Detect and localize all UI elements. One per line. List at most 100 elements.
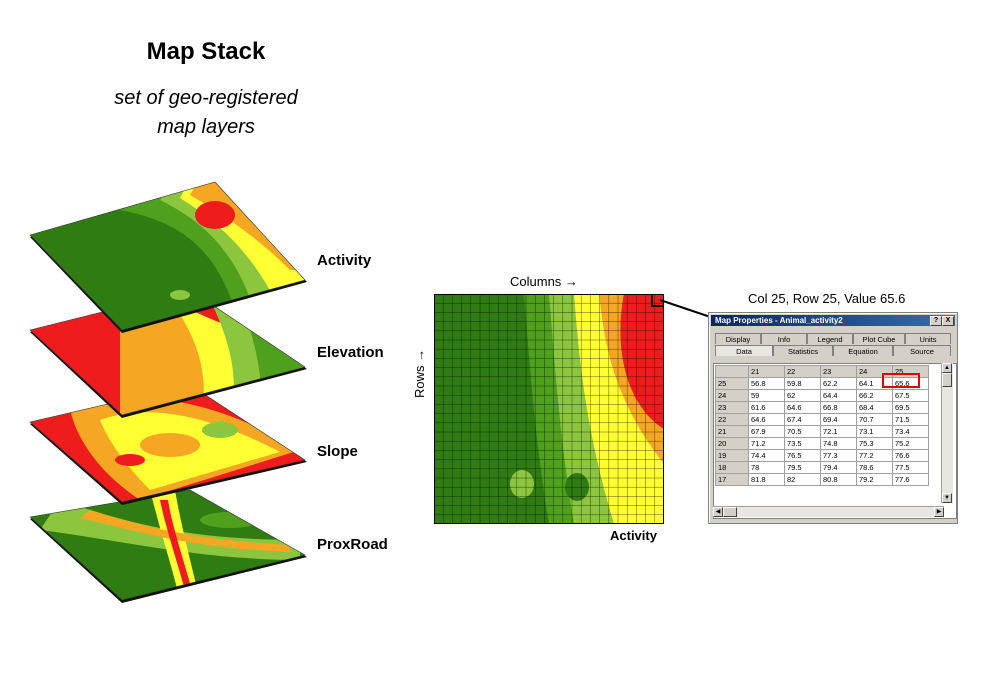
table-cell[interactable]: 79.4 (820, 461, 857, 474)
row-header[interactable]: 22 (715, 413, 749, 426)
row-header[interactable]: 21 (715, 425, 749, 438)
table-cell[interactable]: 67.9 (748, 425, 785, 438)
scroll-h-thumb[interactable] (723, 507, 737, 517)
row-header[interactable]: 17 (715, 473, 749, 486)
table-row: 23 61.6 64.6 66.8 68.4 69.5 (715, 401, 929, 414)
table-cell[interactable]: 67.4 (784, 413, 821, 426)
table-cell[interactable]: 67.5 (892, 389, 929, 402)
row-header[interactable]: 23 (715, 401, 749, 414)
page-subtitle: set of geo-registered map layers (70, 84, 342, 142)
table-cell[interactable]: 59.8 (784, 377, 821, 390)
table-row: 20 71.2 73.5 74.8 75.3 75.2 (715, 437, 929, 450)
table-cell[interactable]: 77.5 (892, 461, 929, 474)
table-cell[interactable]: 80.8 (820, 473, 857, 486)
tab-source[interactable]: Source (893, 345, 951, 356)
layer-label-slope: Slope (317, 443, 358, 460)
cell-readout: Col 25, Row 25, Value 65.6 (748, 291, 906, 306)
table-cell[interactable]: 78.6 (856, 461, 893, 474)
vertical-scrollbar[interactable]: ▲ ▼ (941, 363, 953, 503)
table-row: 19 74.4 76.5 77.3 77.2 76.6 (715, 449, 929, 462)
table-cell[interactable]: 73.1 (856, 425, 893, 438)
table-cell[interactable]: 71.2 (748, 437, 785, 450)
table-header-row: 21 22 23 24 25 (715, 365, 929, 378)
table-cell[interactable]: 59 (748, 389, 785, 402)
scroll-up-icon[interactable]: ▲ (942, 363, 952, 373)
table-cell[interactable]: 74.4 (748, 449, 785, 462)
tab-units[interactable]: Units (905, 333, 951, 344)
row-header[interactable]: 20 (715, 437, 749, 450)
table-cell[interactable]: 76.6 (892, 449, 929, 462)
table-cell[interactable]: 73.4 (892, 425, 929, 438)
data-grid[interactable]: 21 22 23 24 25 25 56.8 59.8 62.2 64.1 65.6 24 5… (713, 363, 957, 519)
table-cell[interactable]: 77.3 (820, 449, 857, 462)
tab-statistics[interactable]: Statistics (773, 345, 833, 356)
table-cell[interactable]: 71.5 (892, 413, 929, 426)
table-cell[interactable]: 68.4 (856, 401, 893, 414)
columns-axis-label: Columns → (510, 274, 578, 289)
table-row: 21 67.9 70.5 72.1 73.1 73.4 (715, 425, 929, 438)
row-header[interactable]: 19 (715, 449, 749, 462)
tab-equation[interactable]: Equation (833, 345, 893, 356)
scroll-thumb[interactable] (942, 373, 952, 387)
layer-label-activity: Activity (317, 252, 372, 269)
table-cell[interactable]: 82 (784, 473, 821, 486)
column-header[interactable]: 21 (748, 365, 785, 378)
table-cell[interactable]: 79.5 (784, 461, 821, 474)
table-row: 22 64.6 67.4 69.4 70.7 71.5 (715, 413, 929, 426)
table-cell[interactable]: 76.5 (784, 449, 821, 462)
table-cell[interactable]: 72.1 (820, 425, 857, 438)
tab-data[interactable]: Data (715, 345, 773, 356)
table-cell[interactable]: 69.4 (820, 413, 857, 426)
table-cell[interactable]: 69.5 (892, 401, 929, 414)
column-header[interactable]: 22 (784, 365, 821, 378)
table-cell[interactable]: 56.8 (748, 377, 785, 390)
activity-grid-map (434, 294, 664, 524)
selected-value-highlight (882, 373, 920, 388)
table-cell[interactable]: 61.6 (748, 401, 785, 414)
subtitle-line-1: set of geo-registered (114, 87, 298, 109)
table-cell[interactable]: 62.2 (820, 377, 857, 390)
table-cell[interactable]: 77.6 (892, 473, 929, 486)
table-cell[interactable]: 81.8 (748, 473, 785, 486)
scroll-right-icon[interactable]: ▶ (934, 507, 944, 517)
row-header[interactable]: 25 (715, 377, 749, 390)
layer-label-proxroad: ProxRoad (317, 536, 388, 553)
horizontal-scrollbar[interactable]: ◀ ▶ (713, 506, 944, 517)
table-row: 18 78 79.5 79.4 78.6 77.5 (715, 461, 929, 474)
table-cell[interactable]: 70.5 (784, 425, 821, 438)
table-cell[interactable]: 62 (784, 389, 821, 402)
table-cell[interactable]: 74.8 (820, 437, 857, 450)
tab-plot-cube[interactable]: Plot Cube (853, 333, 905, 344)
tab-info[interactable]: Info (761, 333, 807, 344)
window-title-bar: Map Properties - Animal_activity2 ? X (711, 315, 955, 326)
rows-axis-label: Rows → (412, 348, 427, 398)
close-button[interactable]: X (942, 316, 954, 326)
selected-cell-marker (651, 294, 664, 307)
table-cell[interactable]: 66.2 (856, 389, 893, 402)
layer-label-elevation: Elevation (317, 344, 384, 361)
table-cell[interactable]: 64.6 (748, 413, 785, 426)
data-table: 21 22 23 24 25 25 56.8 59.8 62.2 64.1 65.6 24 5… (715, 365, 929, 486)
scroll-down-icon[interactable]: ▼ (942, 493, 952, 503)
table-row: 17 81.8 82 80.8 79.2 77.6 (715, 473, 929, 486)
scroll-left-icon[interactable]: ◀ (713, 507, 723, 517)
row-header[interactable]: 24 (715, 389, 749, 402)
table-cell[interactable]: 78 (748, 461, 785, 474)
help-button[interactable]: ? (930, 316, 942, 326)
row-header[interactable]: 18 (715, 461, 749, 474)
tab-legend[interactable]: Legend (807, 333, 853, 344)
column-header[interactable]: 23 (820, 365, 857, 378)
table-cell[interactable]: 77.2 (856, 449, 893, 462)
table-cell[interactable]: 64.4 (820, 389, 857, 402)
table-cell[interactable]: 64.6 (784, 401, 821, 414)
table-row: 24 59 62 64.4 66.2 67.5 (715, 389, 929, 402)
page-title: Map Stack (146, 38, 266, 65)
table-cell[interactable]: 70.7 (856, 413, 893, 426)
column-header (715, 365, 749, 378)
table-cell[interactable]: 75.3 (856, 437, 893, 450)
table-cell[interactable]: 75.2 (892, 437, 929, 450)
table-cell[interactable]: 73.5 (784, 437, 821, 450)
tab-display[interactable]: Display (715, 333, 761, 344)
table-cell[interactable]: 79.2 (856, 473, 893, 486)
table-cell[interactable]: 66.8 (820, 401, 857, 414)
